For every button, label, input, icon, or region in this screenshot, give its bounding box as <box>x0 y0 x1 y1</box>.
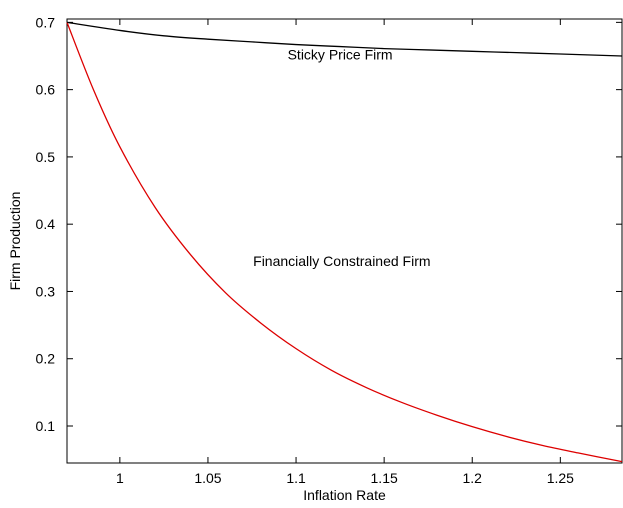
plot-frame <box>66 18 623 464</box>
series-layer <box>66 21 623 463</box>
y-axis-title: Firm Production <box>7 192 23 291</box>
x-tick-label: 1 <box>116 470 124 486</box>
y-axis-ticks: 0.1 0.2 0.3 0.4 0.5 0.6 0.7 <box>36 14 622 434</box>
annotations: Sticky Price Firm Financially Constrained… <box>253 47 430 270</box>
y-tick-label: 0.7 <box>36 14 56 30</box>
x-tick-label: 1.2 <box>463 470 483 486</box>
x-axis-ticks: 1 1.05 1.1 1.15 1.2 1.25 <box>116 19 574 486</box>
annotation-label: Sticky Price Firm <box>288 47 393 63</box>
y-tick-label: 0.3 <box>36 283 56 299</box>
x-tick-label: 1.25 <box>547 470 574 486</box>
y-tick-label: 0.2 <box>36 351 56 367</box>
x-tick-label: 1.05 <box>194 470 221 486</box>
y-tick-label: 0.1 <box>36 418 56 434</box>
y-tick-label: 0.4 <box>36 216 56 232</box>
y-tick-label: 0.5 <box>36 149 56 165</box>
series-line-2 <box>66 22 623 463</box>
x-tick-label: 1.1 <box>286 470 306 486</box>
annotation-label: Financially Constrained Firm <box>253 253 430 269</box>
plot-area <box>66 18 623 464</box>
y-tick-label: 0.6 <box>36 82 56 98</box>
x-tick-label: 1.15 <box>371 470 398 486</box>
x-axis-title: Inflation Rate <box>303 487 386 503</box>
series-line-1 <box>66 21 623 57</box>
